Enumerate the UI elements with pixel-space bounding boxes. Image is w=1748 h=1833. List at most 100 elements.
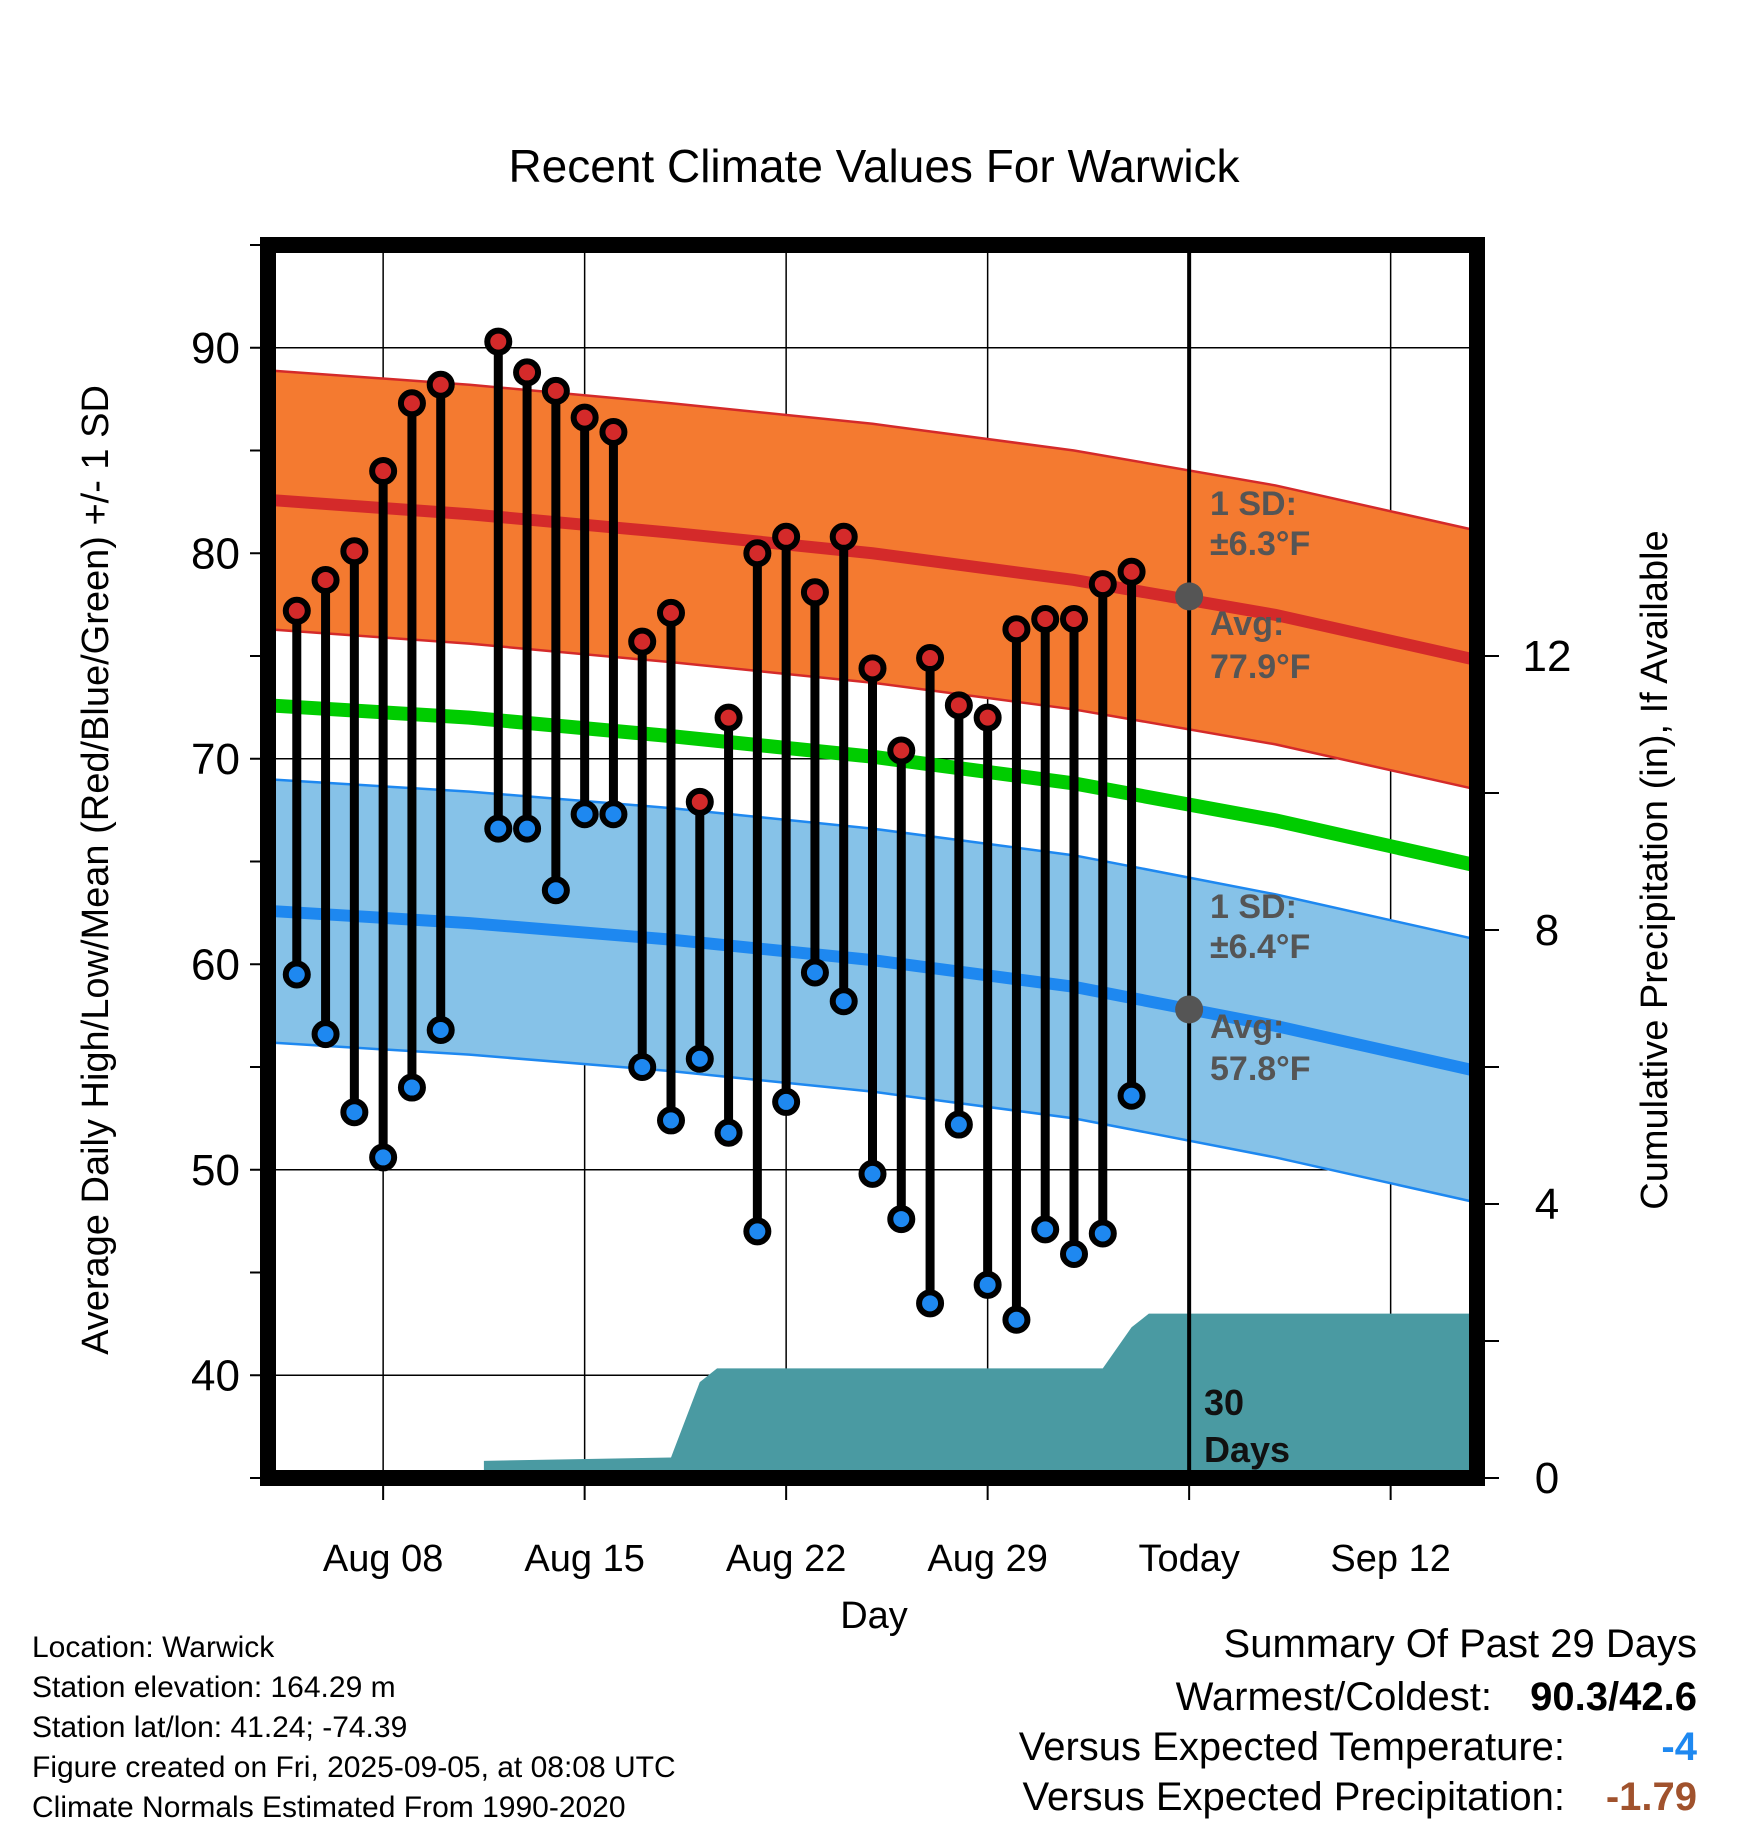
high-dot-day-30 xyxy=(1117,557,1146,586)
y-axis-label: Average Daily High/Low/Mean (Red/Blue/Gr… xyxy=(75,385,117,1355)
high-dot-day-23 xyxy=(916,644,945,673)
info-created: Figure created on Fri, 2025-09-05, at 08… xyxy=(32,1751,676,1784)
axis-ticks: 40 50 60 70 80 90 0 4 8 12 Aug 08 Aug 15 Aug 22 Aug 2… xyxy=(191,244,1572,1580)
summary-warm-cold-label: Warmest/Coldest: xyxy=(1176,1675,1492,1719)
low-avg-value: 57.8°F xyxy=(1210,1050,1311,1088)
high-sd-value: ±6.3°F xyxy=(1210,525,1310,563)
x-tick-label-aug-29: Aug 29 xyxy=(927,1538,1047,1580)
today-marker xyxy=(1175,245,1204,1478)
annotations: 1 SD: ±6.3°F Avg: 77.9°F 1 SD: ±6.4°F Av… xyxy=(1210,485,1311,1088)
low-dot-day-24 xyxy=(944,1110,973,1139)
x-tick-label-aug-22: Aug 22 xyxy=(726,1538,846,1580)
info-latlon: Station lat/lon: 41.24; -74.39 xyxy=(32,1711,407,1744)
high-dot-day-14 xyxy=(657,598,685,627)
low-dot-day-3 xyxy=(340,1098,369,1127)
high-dot-day-28 xyxy=(1060,605,1088,634)
low-dot-day-2 xyxy=(311,1020,340,1049)
high-dot-day-29 xyxy=(1088,570,1117,599)
high-dot-day-16 xyxy=(714,703,743,732)
y-tick-label-90: 90 xyxy=(191,324,240,373)
today-high-dot xyxy=(1175,582,1204,611)
high-dot-day-18 xyxy=(772,522,801,551)
low-dot-day-9 xyxy=(513,814,542,843)
summary-title: Summary Of Past 29 Days xyxy=(1224,1622,1697,1666)
low-dot-day-10 xyxy=(541,876,570,905)
high-dot-day-22 xyxy=(887,736,916,765)
summary-block: Summary Of Past 29 Days Warmest/Coldest:… xyxy=(1019,1622,1698,1819)
y-tick-label-80: 80 xyxy=(191,529,240,578)
days-annotation: 30 Days xyxy=(1204,1382,1290,1470)
y2-axis-label: Cumulative Precipitation (in), If Availa… xyxy=(1634,530,1676,1209)
high-dot-day-12 xyxy=(599,418,628,447)
y-tick-label-70: 70 xyxy=(191,735,240,784)
x-tick-label-today: Today xyxy=(1138,1538,1239,1580)
low-dot-day-11 xyxy=(570,800,599,829)
x-tick-label-aug-08: Aug 08 xyxy=(323,1538,443,1580)
y-tick-label-60: 60 xyxy=(191,940,240,989)
precip-area xyxy=(268,1313,1477,1478)
low-dot-day-6 xyxy=(426,1016,455,1045)
high-dot-day-19 xyxy=(800,578,829,607)
days-count: 30 xyxy=(1204,1382,1244,1423)
info-elevation: Station elevation: 164.29 m xyxy=(32,1671,396,1704)
high-dot-day-4 xyxy=(369,457,398,486)
low-dot-day-14 xyxy=(657,1106,685,1135)
high-dot-day-5 xyxy=(397,389,426,418)
low-avg-label: Avg: xyxy=(1210,1008,1284,1046)
high-dot-day-10 xyxy=(541,376,570,405)
low-dot-day-1 xyxy=(282,960,311,989)
high-dot-day-27 xyxy=(1031,605,1060,634)
low-dot-day-13 xyxy=(628,1053,657,1081)
x-tick-label-aug-15: Aug 15 xyxy=(524,1538,644,1580)
low-sd-value: ±6.4°F xyxy=(1210,928,1310,966)
low-dot-day-4 xyxy=(369,1143,398,1172)
high-avg-label: Avg: xyxy=(1210,605,1284,643)
y2-tick-label-8: 8 xyxy=(1535,906,1559,955)
low-dot-day-18 xyxy=(772,1087,801,1116)
high-dot-day-1 xyxy=(282,596,311,625)
low-dot-day-23 xyxy=(916,1289,945,1318)
low-dot-day-17 xyxy=(743,1217,772,1246)
low-dot-day-5 xyxy=(397,1073,426,1102)
normal-high-line xyxy=(267,493,1479,666)
low-dot-day-26 xyxy=(1002,1305,1031,1334)
info-normals: Climate Normals Estimated From 1990-2020 xyxy=(32,1791,626,1824)
normal-high-band-upper-edge xyxy=(267,369,1478,532)
high-dot-day-6 xyxy=(426,370,455,399)
x-axis-label: Day xyxy=(840,1595,908,1637)
normal-high-band xyxy=(268,370,1477,790)
high-dot-day-2 xyxy=(311,565,340,594)
y2-tick-label-4: 4 xyxy=(1535,1180,1559,1229)
high-dot-day-17 xyxy=(743,539,772,568)
high-avg-value: 77.9°F xyxy=(1210,648,1311,686)
high-dot-day-26 xyxy=(1002,615,1031,644)
high-dot-day-24 xyxy=(944,691,973,720)
y-tick-label-40: 40 xyxy=(191,1351,240,1400)
days-word: Days xyxy=(1204,1429,1290,1470)
y2-tick-label-0: 0 xyxy=(1535,1454,1559,1503)
low-dot-day-21 xyxy=(858,1159,887,1188)
low-dot-day-16 xyxy=(714,1118,743,1147)
high-dot-day-8 xyxy=(484,327,513,356)
high-dot-day-3 xyxy=(340,537,369,566)
y-tick-label-50: 50 xyxy=(191,1146,240,1195)
chart-title: Recent Climate Values For Warwick xyxy=(508,140,1240,192)
low-dot-day-15 xyxy=(685,1044,714,1073)
low-dot-day-22 xyxy=(887,1205,916,1234)
y2-tick-label-12: 12 xyxy=(1523,632,1572,681)
high-dot-day-15 xyxy=(685,787,714,816)
high-dot-day-13 xyxy=(628,627,657,656)
high-sd-label: 1 SD: xyxy=(1210,485,1297,523)
low-dot-day-25 xyxy=(973,1270,1002,1299)
low-dot-day-30 xyxy=(1117,1081,1146,1110)
low-dot-day-8 xyxy=(484,814,513,843)
summary-temp-value: -4 xyxy=(1661,1725,1697,1769)
daily-dots xyxy=(282,327,1146,1334)
low-dot-day-12 xyxy=(599,800,628,829)
daily-stems xyxy=(292,341,1137,1320)
info-location: Location: Warwick xyxy=(32,1631,275,1664)
low-dot-day-29 xyxy=(1088,1219,1117,1248)
low-sd-label: 1 SD: xyxy=(1210,888,1297,926)
